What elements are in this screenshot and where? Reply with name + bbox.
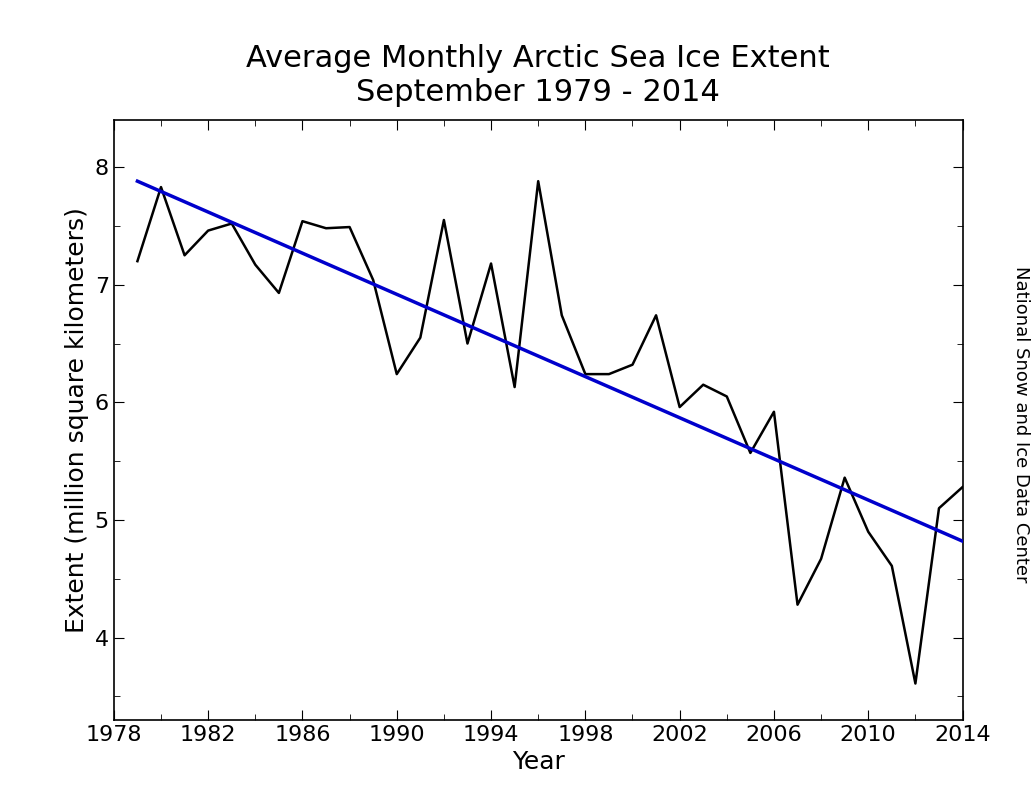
Text: National Snow and Ice Data Center: National Snow and Ice Data Center (1012, 266, 1030, 582)
Title: Average Monthly Arctic Sea Ice Extent
September 1979 - 2014: Average Monthly Arctic Sea Ice Extent Se… (246, 44, 830, 106)
Y-axis label: Extent (million square kilometers): Extent (million square kilometers) (65, 207, 89, 633)
X-axis label: Year: Year (511, 750, 565, 774)
